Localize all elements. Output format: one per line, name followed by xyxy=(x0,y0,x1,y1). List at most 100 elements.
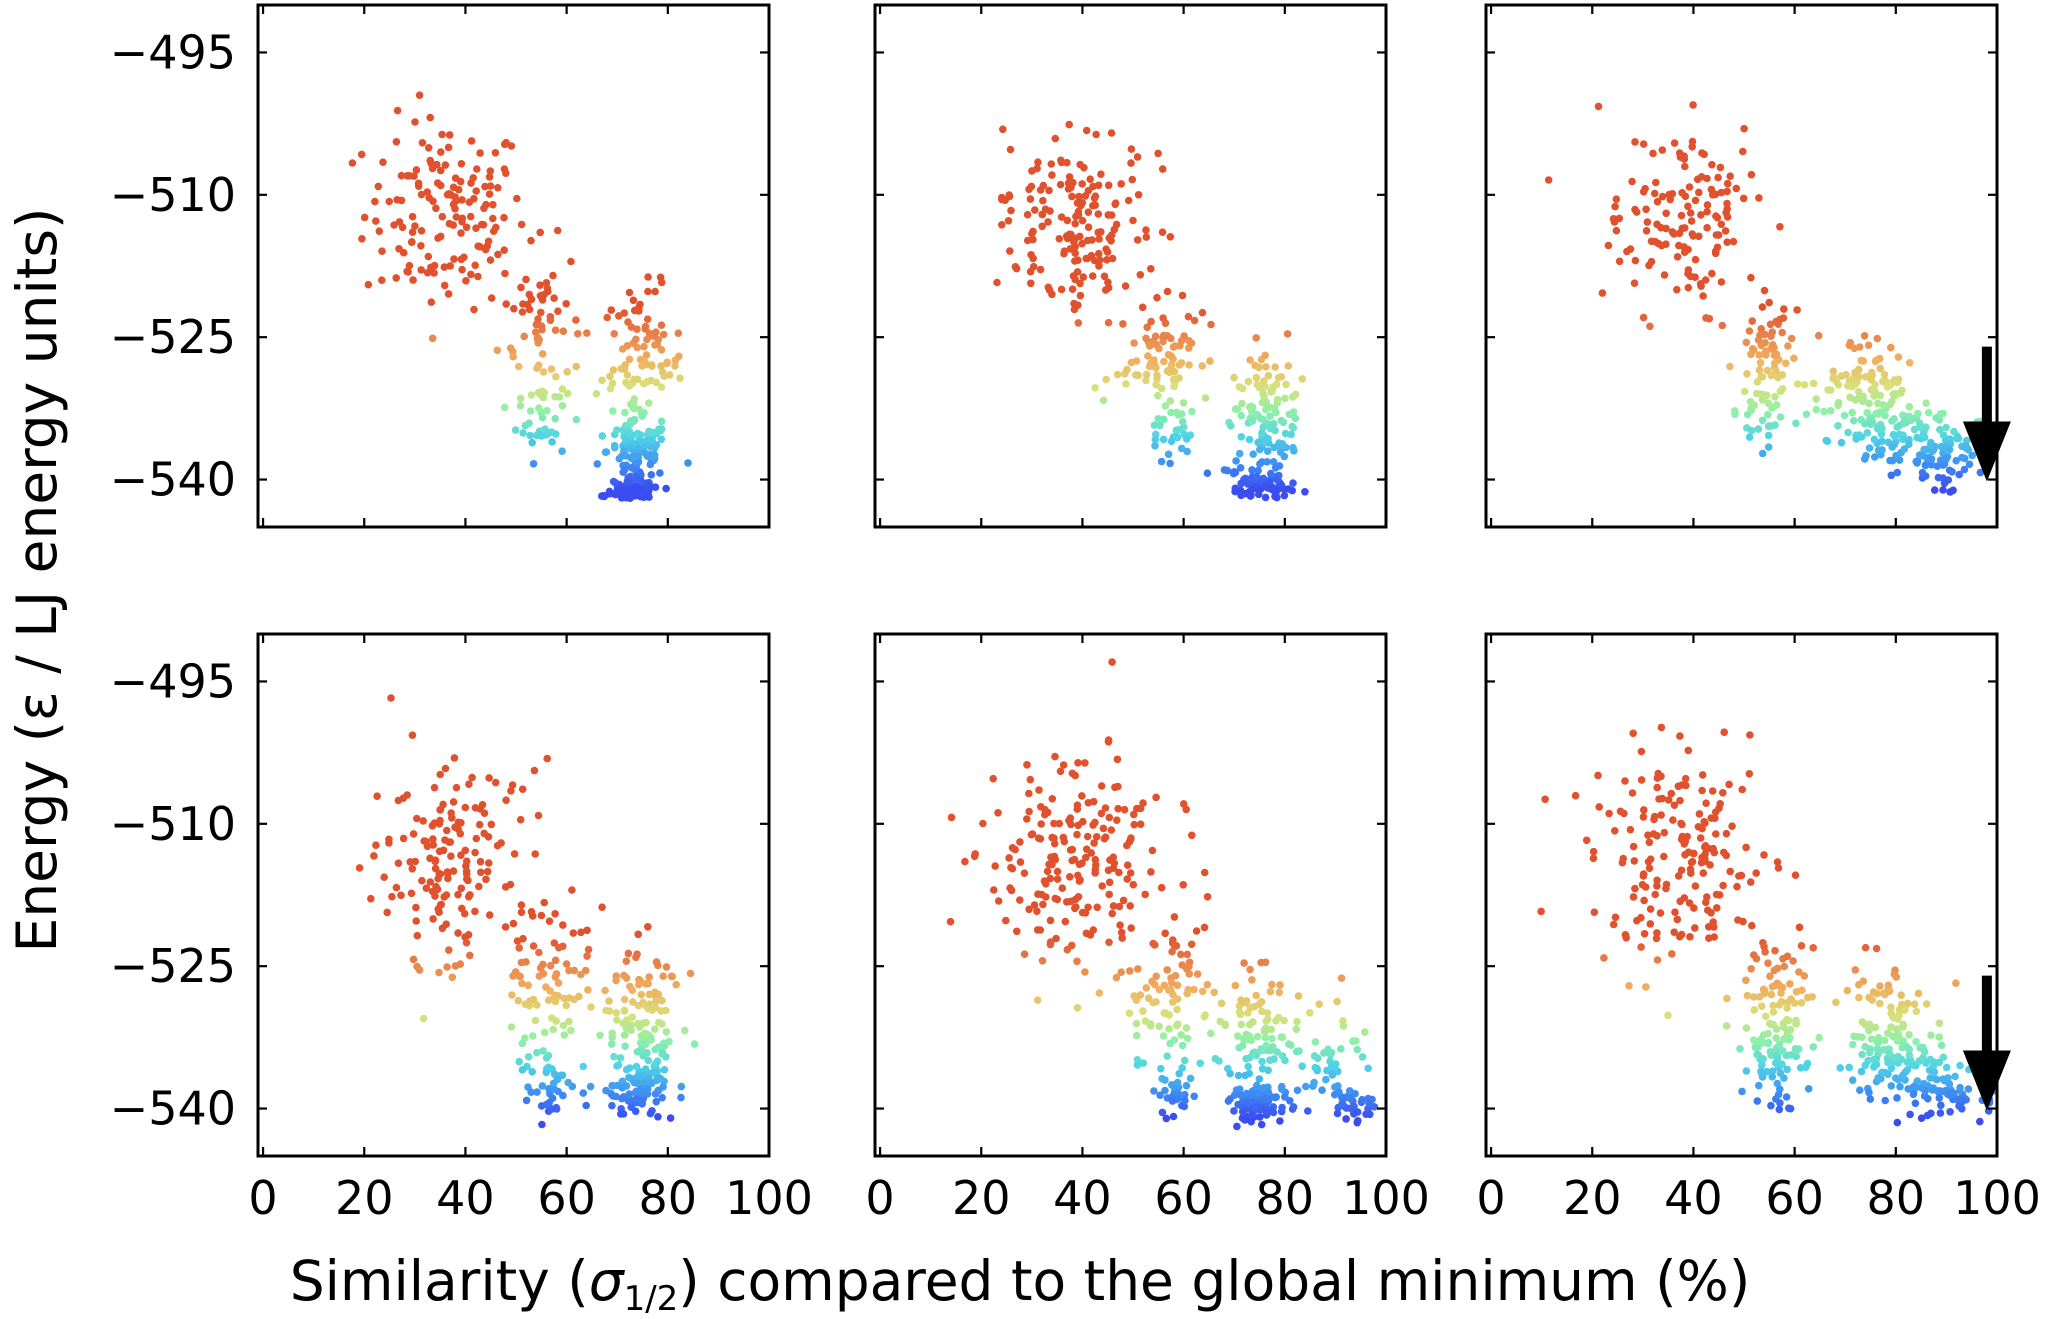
data-point xyxy=(1266,412,1274,421)
data-point xyxy=(1034,158,1042,166)
data-point xyxy=(1200,868,1209,877)
data-point xyxy=(1067,820,1075,829)
data-point xyxy=(653,1067,661,1075)
data-point xyxy=(1255,363,1263,372)
data-point xyxy=(1646,905,1655,913)
data-point xyxy=(1962,444,1970,452)
data-point xyxy=(1130,992,1138,1000)
data-point xyxy=(1785,1104,1793,1112)
data-point xyxy=(1726,867,1734,876)
data-point xyxy=(1786,980,1794,988)
data-point xyxy=(627,400,635,409)
data-point xyxy=(1865,399,1873,408)
panel-points-0-1 xyxy=(993,120,1309,502)
data-point xyxy=(374,182,383,191)
data-point xyxy=(1678,781,1686,789)
data-point xyxy=(1639,140,1648,148)
panel-points-0-2 xyxy=(1544,101,1986,496)
data-point xyxy=(1936,425,1944,434)
data-point xyxy=(1037,820,1045,828)
data-point xyxy=(501,883,510,891)
data-point xyxy=(1905,412,1914,421)
data-point xyxy=(1894,353,1903,361)
data-point xyxy=(408,228,417,236)
data-point xyxy=(1136,820,1145,828)
data-point xyxy=(1645,261,1653,270)
data-point xyxy=(1896,1082,1904,1091)
data-point xyxy=(1248,466,1256,474)
data-point xyxy=(539,1047,547,1055)
data-point xyxy=(662,484,670,493)
data-point xyxy=(472,187,481,195)
data-point xyxy=(1322,1075,1330,1084)
data-point xyxy=(518,1039,526,1048)
data-point xyxy=(1233,1122,1241,1131)
data-point xyxy=(630,440,638,448)
data-point xyxy=(1237,1020,1246,1029)
data-point xyxy=(1930,1068,1939,1076)
data-point xyxy=(493,841,502,850)
data-point xyxy=(1073,268,1082,276)
data-point xyxy=(1048,795,1057,803)
data-point xyxy=(644,273,652,281)
data-point xyxy=(991,862,999,870)
data-point xyxy=(1082,853,1090,862)
data-point xyxy=(1935,1019,1944,1028)
data-point xyxy=(500,165,509,173)
data-point xyxy=(538,1120,546,1129)
data-point xyxy=(656,427,664,435)
data-point xyxy=(1652,178,1660,187)
data-point xyxy=(1175,1069,1183,1078)
data-point xyxy=(676,374,684,383)
data-point xyxy=(409,955,418,964)
data-point xyxy=(1166,986,1175,994)
data-point xyxy=(652,958,661,966)
data-point xyxy=(452,213,461,221)
data-point xyxy=(620,466,629,474)
data-point xyxy=(1161,1086,1169,1095)
panel-frame-0-0 xyxy=(256,3,771,529)
data-point xyxy=(403,172,412,180)
data-point xyxy=(410,172,418,180)
data-point xyxy=(1025,789,1033,798)
data-point xyxy=(1708,160,1716,169)
data-point xyxy=(1952,979,1960,987)
data-point xyxy=(1612,195,1621,203)
data-point xyxy=(1277,373,1286,381)
data-point xyxy=(627,1026,635,1034)
data-point xyxy=(1134,191,1143,199)
data-point xyxy=(1207,1029,1215,1038)
data-point xyxy=(438,212,447,221)
data-point xyxy=(543,284,552,293)
data-point xyxy=(1053,875,1062,883)
data-point xyxy=(1858,1050,1866,1059)
data-point xyxy=(1935,1094,1944,1102)
data-point xyxy=(657,383,666,392)
data-point xyxy=(1861,1042,1869,1051)
data-point xyxy=(1893,468,1902,477)
data-point xyxy=(1248,417,1257,425)
data-point xyxy=(675,352,683,361)
data-point xyxy=(1076,291,1085,300)
data-point xyxy=(1178,1041,1187,1050)
data-point xyxy=(1183,989,1191,998)
data-point xyxy=(395,245,403,253)
data-point xyxy=(979,819,987,828)
data-point xyxy=(989,774,997,783)
data-point xyxy=(647,483,655,491)
data-point xyxy=(1248,1110,1256,1119)
panel-frame-0-1 xyxy=(873,3,1388,529)
data-point xyxy=(358,235,366,243)
data-point xyxy=(632,335,640,344)
data-point xyxy=(482,875,490,884)
data-point xyxy=(1046,874,1055,883)
data-point xyxy=(1139,1007,1147,1015)
data-point xyxy=(360,213,369,222)
data-point xyxy=(1158,228,1167,236)
data-point xyxy=(462,223,471,232)
data-point xyxy=(629,296,638,305)
data-point xyxy=(476,857,485,866)
data-point xyxy=(1884,981,1893,990)
data-point xyxy=(486,167,495,175)
data-point xyxy=(1293,1017,1301,1026)
